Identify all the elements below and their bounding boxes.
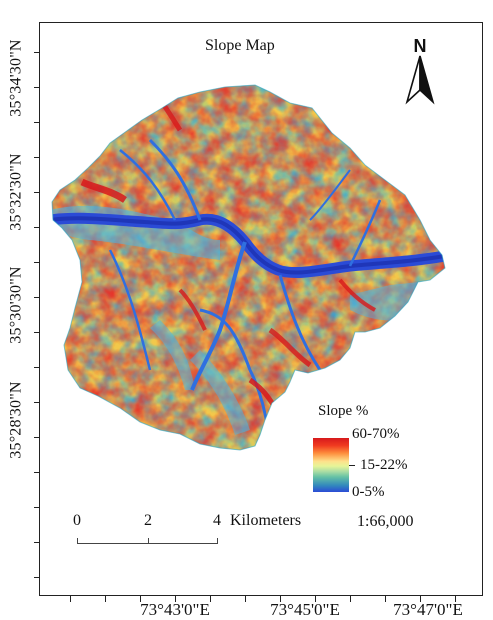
legend-label-low: 0-5%	[352, 484, 385, 500]
lat-tick	[34, 122, 40, 123]
scale-tick-label: 4	[213, 512, 221, 529]
longitude-label: 73°47'0"E	[393, 600, 463, 619]
scale-tick	[217, 538, 218, 544]
lon-tick	[245, 596, 246, 602]
lon-tick	[385, 596, 386, 602]
lon-tick	[315, 596, 316, 602]
lon-tick	[420, 596, 421, 602]
legend-color-ramp	[313, 438, 349, 492]
lat-tick	[34, 297, 40, 298]
longitude-label: 73°45'0"E	[270, 600, 340, 619]
lon-tick	[350, 596, 351, 602]
lon-tick	[210, 596, 211, 602]
lon-tick	[280, 596, 281, 602]
north-label: N	[413, 36, 427, 56]
north-arrow-icon	[405, 55, 435, 105]
lat-tick	[34, 367, 40, 368]
lat-tick	[34, 402, 40, 403]
slope-raster-svg	[51, 84, 446, 451]
scale-ratio: 1:66,000	[357, 513, 414, 530]
scale-bar: 0 2 4 Kilometers	[70, 512, 330, 562]
lon-tick	[70, 596, 71, 602]
legend-label-high: 60-70%	[352, 426, 400, 442]
latitude-label: 35°30'30"N	[8, 266, 25, 344]
lat-tick	[34, 437, 40, 438]
lat-tick	[34, 332, 40, 333]
scale-line	[77, 543, 217, 544]
lat-tick	[34, 507, 40, 508]
lon-tick	[105, 596, 106, 602]
lat-tick	[34, 192, 40, 193]
lat-tick	[34, 542, 40, 543]
scale-tick-label: 0	[73, 512, 81, 529]
lat-tick	[34, 87, 40, 88]
lon-tick	[455, 596, 456, 602]
lon-tick	[140, 596, 141, 602]
latitude-label: 35°34'30"N	[8, 39, 25, 117]
latitude-label: 35°28'30"N	[8, 381, 25, 459]
map-title: Slope Map	[205, 37, 275, 54]
legend-tick	[349, 465, 355, 466]
lon-tick	[175, 596, 176, 602]
scale-tick	[77, 538, 78, 544]
lat-tick	[34, 227, 40, 228]
lat-tick	[34, 577, 40, 578]
legend-title: Slope %	[318, 403, 369, 419]
lat-tick	[34, 157, 40, 158]
longitude-label: 73°43'0"E	[140, 600, 210, 619]
lat-tick	[34, 262, 40, 263]
scale-tick	[148, 538, 149, 544]
north-arrow: N	[403, 36, 437, 108]
scale-tick-label: 2	[144, 512, 152, 529]
slope-raster	[50, 70, 450, 470]
legend-label-mid: 15-22%	[360, 457, 408, 473]
lat-tick	[34, 52, 40, 53]
scale-unit-label: Kilometers	[230, 512, 302, 529]
lat-tick	[34, 472, 40, 473]
latitude-label: 35°32'30"N	[8, 153, 25, 231]
